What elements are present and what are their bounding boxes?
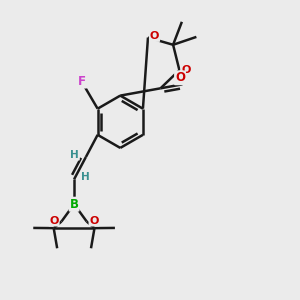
Text: B: B xyxy=(70,198,79,211)
Text: O: O xyxy=(181,65,190,75)
Text: O: O xyxy=(50,216,59,226)
Text: H: H xyxy=(81,172,90,182)
Text: H: H xyxy=(70,150,79,160)
Text: O: O xyxy=(89,216,99,226)
Text: F: F xyxy=(78,75,86,88)
Text: O: O xyxy=(175,71,185,84)
Text: O: O xyxy=(150,31,159,41)
